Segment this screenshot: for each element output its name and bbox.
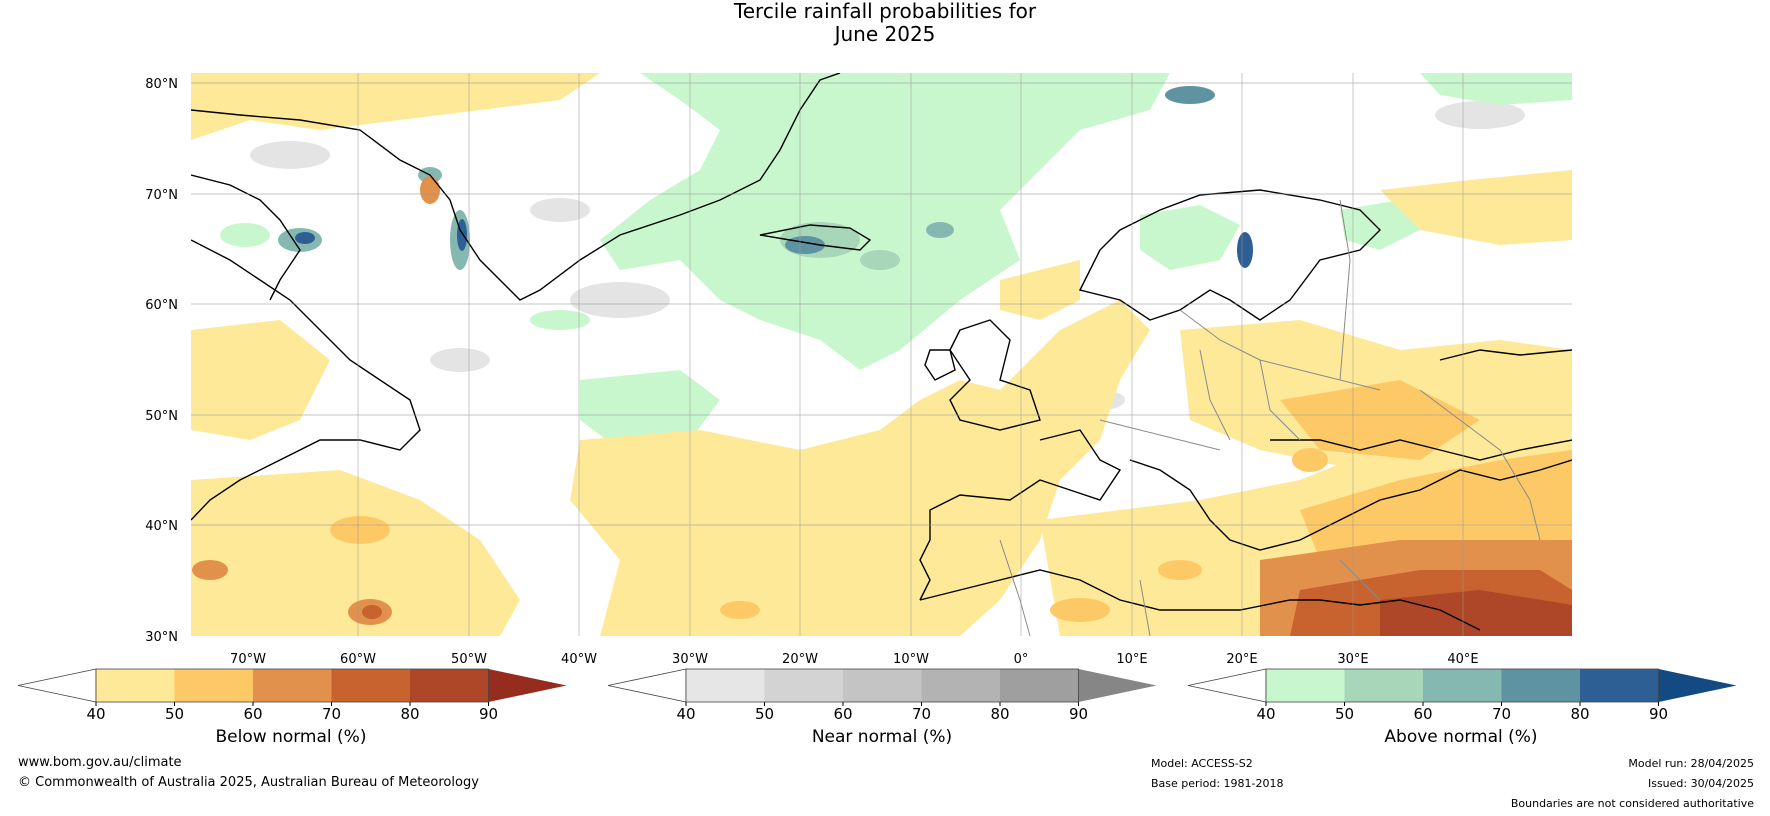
below-colorbar-tick-label: 70	[322, 705, 341, 723]
lon-label: 40°E	[1447, 652, 1478, 667]
footer-copyright: © Commonwealth of Australia 2025, Austra…	[18, 775, 479, 790]
near-colorbar-segment	[764, 669, 843, 702]
below-colorbar-tick-label: 80	[400, 705, 419, 723]
above-colorbar-tick-label: 60	[1413, 705, 1432, 723]
above-colorbar-segment	[1266, 669, 1345, 702]
near-normal-label: Near normal (%)	[811, 727, 953, 747]
lon-label: 30°E	[1337, 652, 1368, 667]
lon-label: 40°W	[561, 652, 597, 667]
below-colorbar-tick-label: 40	[86, 705, 105, 723]
near-colorbar-upper-extension	[1078, 669, 1157, 702]
footer-disclaimer: Boundaries are not considered authoritat…	[1510, 797, 1754, 810]
below-colorbar-segment	[410, 669, 489, 702]
lon-label: 0°	[1014, 652, 1029, 667]
near-colorbar-outline	[685, 668, 1079, 703]
above-colorbar-segment	[1501, 669, 1580, 702]
colorbars: 40 50 60 70 80 90 40 50 60 70 80 90 40 50 60 70 80 90	[17, 668, 1737, 723]
lat-label: 40°N	[145, 519, 178, 534]
near-colorbar-segment	[1000, 669, 1079, 702]
near-colorbar-segment	[686, 669, 765, 702]
title-line-1: Tercile rainfall probabilities for	[733, 0, 1037, 23]
footer-issued: Issued: 30/04/2025	[1647, 777, 1754, 790]
longitude-labels: 70°W 60°W 50°W 40°W 30°W 20°W 10°W 0° 10…	[230, 652, 1479, 667]
lat-label: 80°N	[145, 77, 178, 92]
below-colorbar-segment	[96, 669, 175, 702]
footer-base-period: Base period: 1981-2018	[1151, 777, 1284, 790]
map-area	[191, 73, 1572, 636]
above-colorbar-tick-label: 40	[1256, 705, 1275, 723]
below-normal-label: Below normal (%)	[215, 727, 367, 747]
below-colorbar-outline	[95, 668, 489, 703]
lon-label: 10°W	[893, 652, 929, 667]
below-colorbar-tick-label: 50	[165, 705, 184, 723]
below-colorbar-lower-extension	[17, 668, 97, 703]
lon-label: 20°W	[782, 652, 818, 667]
lon-label: 70°W	[230, 652, 266, 667]
lat-label: 50°N	[145, 409, 178, 424]
near-colorbar-segment	[843, 669, 922, 702]
below-colorbar-upper-extension	[488, 669, 567, 702]
graticule	[191, 73, 1572, 636]
lat-label: 60°N	[145, 298, 178, 313]
near-colorbar-tick-label: 40	[676, 705, 695, 723]
footer-website: www.bom.gov.au/climate	[18, 755, 182, 770]
above-colorbar-segment	[1580, 669, 1659, 702]
lon-label: 30°W	[672, 652, 708, 667]
above-colorbar-upper-extension	[1658, 669, 1737, 702]
below-colorbar-segment	[331, 669, 410, 702]
below-colorbar-tick-label: 90	[479, 705, 498, 723]
near-colorbar-tick-label: 60	[833, 705, 852, 723]
latitude-labels: 80°N 70°N 60°N 50°N 40°N 30°N	[145, 77, 178, 645]
lat-label: 30°N	[145, 630, 178, 645]
country-borders	[999, 199, 1541, 636]
above-colorbar-tick-label: 50	[1335, 705, 1354, 723]
lon-label: 10°E	[1116, 652, 1147, 667]
above-colorbar-lower-extension	[1187, 668, 1267, 703]
below-colorbar-segment	[174, 669, 253, 702]
near-colorbar-tick-label: 70	[912, 705, 931, 723]
above-colorbar-outline	[1265, 668, 1659, 703]
near-colorbar-lower-extension	[607, 668, 687, 703]
footer-model: Model: ACCESS-S2	[1151, 757, 1253, 770]
above-colorbar-tick-label: 90	[1649, 705, 1668, 723]
chart-title: Tercile rainfall probabilities for June …	[0, 0, 1770, 46]
above-colorbar-tick-label: 70	[1492, 705, 1511, 723]
near-colorbar-tick-label: 80	[990, 705, 1009, 723]
above-normal-label: Above normal (%)	[1384, 727, 1538, 747]
above-colorbar-segment	[1423, 669, 1502, 702]
below-normal-patches	[191, 73, 1572, 636]
near-colorbar-tick-label: 90	[1069, 705, 1088, 723]
lon-label: 50°W	[451, 652, 487, 667]
near-colorbar-segment	[921, 669, 1000, 702]
above-colorbar-tick-label: 80	[1570, 705, 1589, 723]
lon-label: 20°E	[1226, 652, 1257, 667]
near-colorbar-tick-label: 50	[755, 705, 774, 723]
footer-model-run: Model run: 28/04/2025	[1628, 757, 1754, 770]
below-colorbar-tick-label: 60	[243, 705, 262, 723]
above-colorbar-segment	[1344, 669, 1423, 702]
title-line-2: June 2025	[834, 22, 936, 46]
lon-label: 60°W	[340, 652, 376, 667]
below-colorbar-segment	[253, 669, 332, 702]
lat-label: 70°N	[145, 188, 178, 203]
